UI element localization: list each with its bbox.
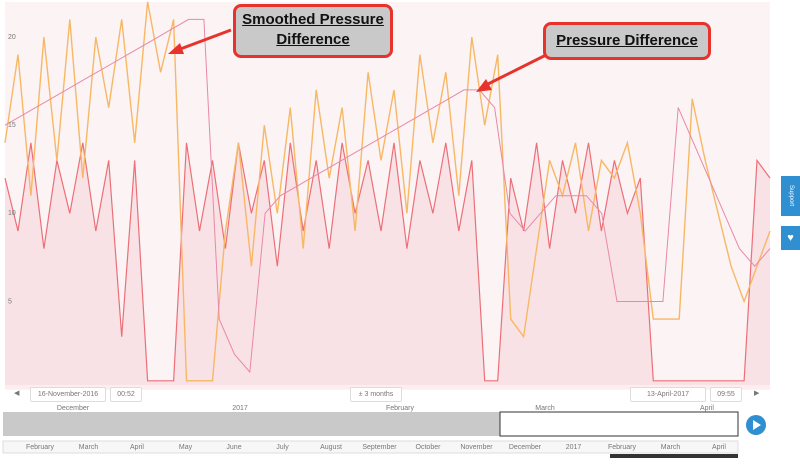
prev-arrow[interactable]: ◀ — [14, 390, 20, 397]
support-tab[interactable]: Support — [781, 176, 800, 216]
line — [4, 18, 771, 374]
next-arrow[interactable]: ▶ — [754, 390, 760, 397]
navigator-axis-label: September — [362, 444, 397, 451]
arrow-head — [476, 79, 492, 92]
navigator-label: April — [700, 405, 714, 412]
area — [5, 142, 770, 390]
navigator-axis-label: November — [460, 444, 493, 451]
navigator-axis-label: June — [226, 444, 241, 451]
navigator-window — [499, 411, 739, 437]
y-tick-label: 20 — [8, 34, 16, 41]
favorite-tab[interactable]: ♥ — [781, 226, 800, 250]
navigator-axis-label: February — [26, 444, 55, 451]
end-date[interactable]: 13-April-2017 — [630, 387, 706, 402]
navigator-label: 2017 — [232, 405, 248, 412]
navigator-axis-label: May — [179, 444, 193, 451]
scrollbar — [610, 454, 738, 458]
navigator-axis-label: March — [661, 444, 681, 451]
navigator-axis-label: April — [130, 444, 144, 451]
navigator-axis — [2, 440, 739, 454]
navigator-label: December — [57, 405, 90, 412]
play-icon — [753, 420, 761, 430]
navigator-axis-label: April — [712, 444, 726, 451]
navigator-label: March — [535, 405, 555, 412]
end-time[interactable]: 09:55 — [710, 387, 742, 402]
navigator-axis-label: October — [416, 444, 442, 451]
annotation: Pressure Difference — [543, 22, 711, 60]
range-select[interactable]: ± 3 months — [350, 387, 402, 402]
navigator-axis-label: July — [276, 444, 289, 451]
navigator-axis-label: August — [320, 444, 342, 451]
navigator-axis-label: 2017 — [566, 444, 582, 451]
navigator-label: February — [386, 405, 415, 412]
navigator-shade — [3, 412, 500, 436]
line — [4, 1, 771, 382]
navigator-axis-label: February — [608, 444, 637, 451]
line — [4, 142, 771, 382]
start-time[interactable]: 00:52 — [110, 387, 142, 402]
navigator-axis-label: December — [509, 444, 542, 451]
navigator-axis-label: March — [79, 444, 99, 451]
y-tick-label: 5 — [8, 298, 12, 305]
y-tick-label: 15 — [8, 122, 16, 129]
start-date[interactable]: 16-November-2016 — [30, 387, 106, 402]
arrow — [174, 28, 232, 53]
arrow-head — [168, 43, 184, 54]
annotation: Smoothed Pressure Difference — [233, 4, 393, 58]
y-tick-label: 10 — [8, 210, 16, 217]
